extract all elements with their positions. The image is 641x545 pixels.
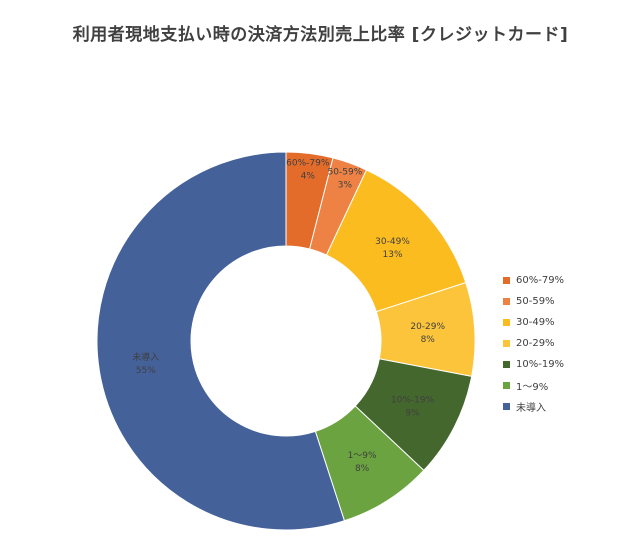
legend-item: 50-59% [503,291,564,312]
legend-swatch [503,403,510,410]
legend-swatch [503,298,510,305]
legend-item: 60%-79% [503,270,564,291]
legend-label: 30-49% [516,317,555,328]
legend-item: 30-49% [503,312,564,333]
legend-label: 20-29% [516,338,555,349]
slice-label: 10%-19% 9% [391,395,435,418]
slice-label: 1～9% 8% [348,451,377,474]
slice-label: 20-29% 8% [410,322,445,345]
legend-label: 60%-79% [516,275,565,286]
legend-item: 未導入 [503,396,564,417]
legend-label: 未導入 [516,403,546,414]
donut-slice [96,151,346,531]
legend-label: 50-59% [516,296,555,307]
legend-swatch [503,340,510,347]
legend-item: 10%-19% [503,354,564,375]
slice-label: 未導入 55% [132,351,159,376]
legend-swatch [503,319,510,326]
slice-label: 30-49% 13% [375,237,410,260]
legend-item: 20-29% [503,333,564,354]
legend-item: 1～9% [503,375,564,396]
chart-legend: 60%-79% 50-59% 30-49% 20-29% 10%-19% 1～9% 未導入 [503,270,564,417]
legend-swatch [503,361,510,368]
legend-label: 10%-19% [516,359,565,370]
chart-title: 利用者現地支払い時の決済方法別売上比率 [クレジットカード] [72,25,569,45]
legend-swatch [503,382,510,389]
legend-swatch [503,277,510,284]
legend-label: 1～9% [516,382,549,393]
slice-label: 60%-79% 4% [286,158,330,181]
slice-label: 50-59% 3% [328,167,363,190]
